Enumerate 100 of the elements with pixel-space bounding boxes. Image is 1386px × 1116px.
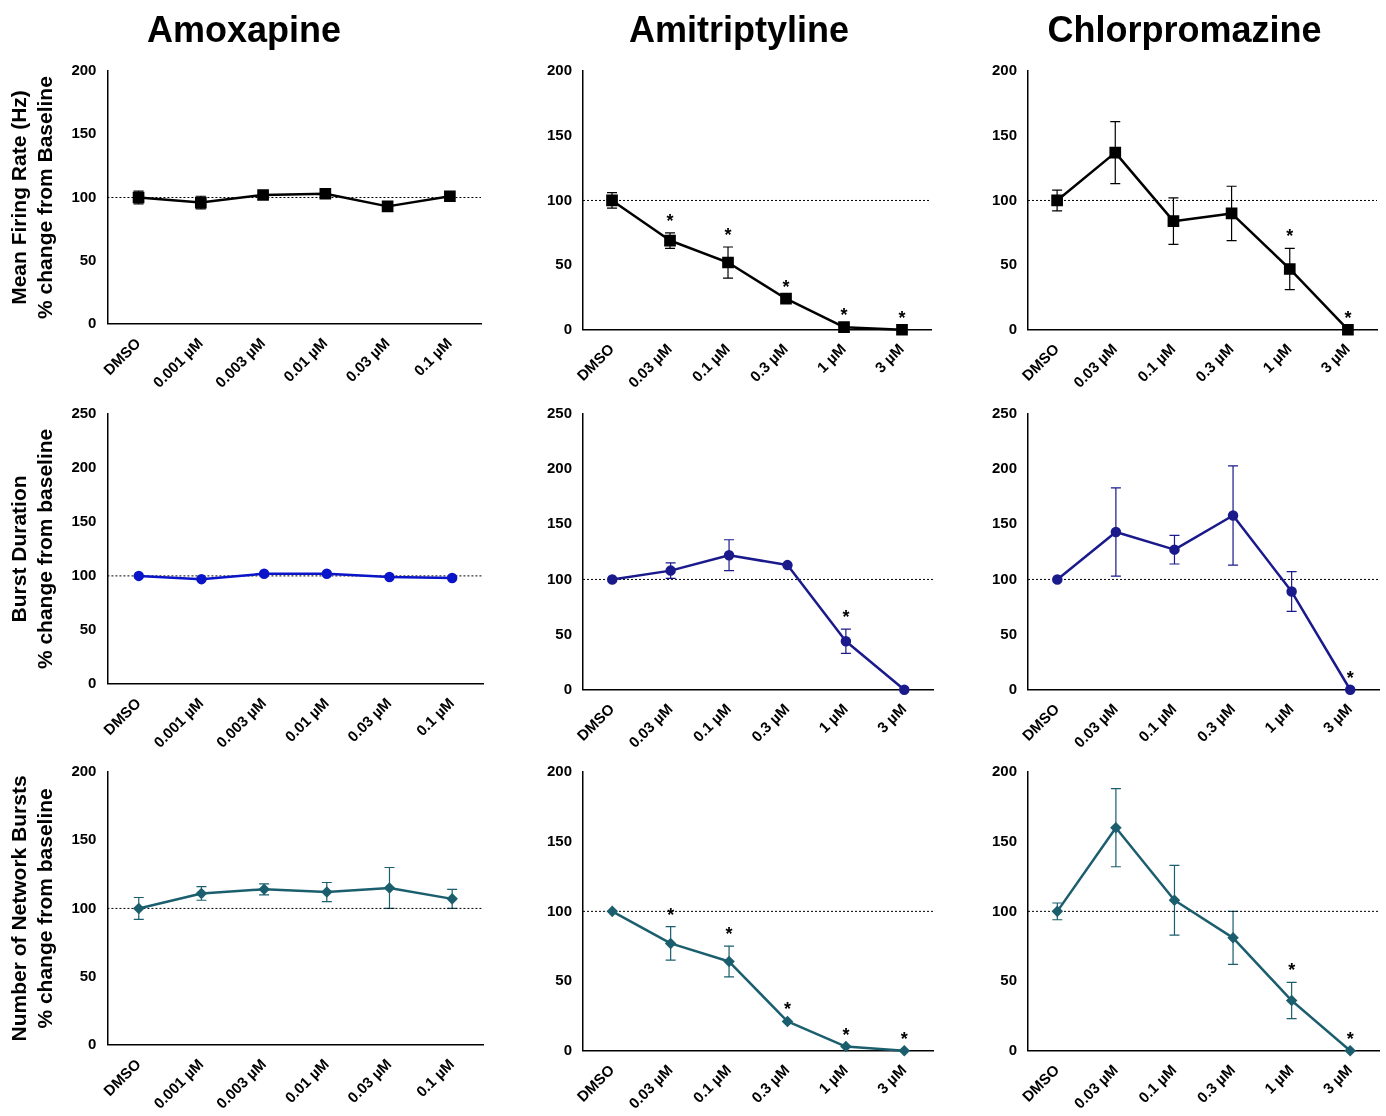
y-tick-label: 150	[71, 512, 97, 530]
point	[1109, 146, 1122, 159]
point	[665, 938, 676, 949]
point	[1051, 194, 1063, 207]
y-tick-label: 50	[555, 971, 573, 989]
annotation: *	[1346, 667, 1354, 688]
y-tick-label: 150	[71, 124, 97, 142]
chart-title: Amitriptyline	[628, 8, 850, 50]
x-tick-label: 0.1 µM	[1134, 1061, 1180, 1106]
annotation: *	[666, 210, 674, 231]
x-tick-label: 0.1 µM	[412, 1055, 458, 1100]
point	[446, 893, 458, 905]
y-tick-label: 100	[71, 566, 97, 584]
x-tick-label: 0.3 µM	[1193, 700, 1239, 745]
point	[444, 190, 456, 203]
y-tick-label: 0	[88, 673, 97, 691]
x-tick-label: 0.03 µM	[1070, 1061, 1121, 1112]
x-tick-label: 1 µM	[815, 1061, 851, 1097]
point	[319, 187, 332, 200]
y-tick-label: 50	[1000, 255, 1018, 273]
point	[782, 559, 793, 571]
y-tick-label: 100	[547, 569, 573, 587]
x-tick-label: 3 µM	[1319, 1061, 1356, 1097]
x-tick-label: 0.03 µM	[625, 700, 676, 751]
point	[899, 684, 910, 695]
x-tick-label: 0.03 µM	[624, 340, 676, 391]
x-tick-label: 3 µM	[873, 700, 910, 736]
x-tick-label: 3 µM	[1319, 700, 1356, 736]
x-tick-label: 0.03 µM	[342, 334, 393, 385]
x-tick-label: 0.3 µM	[1191, 340, 1237, 385]
annotation: *	[1286, 226, 1294, 247]
x-tick-label: 0.03 µM	[343, 694, 395, 745]
y-tick-label: 0	[563, 1040, 573, 1058]
annotation: *	[900, 1028, 908, 1049]
x-tick-label: 0.1 µM	[689, 700, 735, 745]
y-tick-label: 50	[79, 250, 97, 268]
point	[133, 903, 145, 914]
y-tick-label: 150	[71, 830, 97, 848]
y-tick-label: 200	[547, 61, 573, 79]
x-tick-label: 0.1 µM	[410, 334, 455, 379]
point	[1344, 1045, 1356, 1056]
y-tick-label: 100	[547, 190, 573, 208]
y-tick-label: 50	[1000, 624, 1018, 642]
x-tick-label: 0.3 µM	[747, 700, 793, 745]
point	[257, 189, 269, 201]
annotation: *	[1288, 960, 1296, 981]
x-tick-label: 0.3 µM	[747, 1061, 793, 1106]
chart-title: Chlorpromazine	[1047, 8, 1322, 50]
annotation: *	[725, 924, 733, 945]
x-tick-label: 0.03 µM	[1070, 700, 1121, 751]
y-tick-label: 100	[992, 901, 1018, 919]
point	[1052, 906, 1063, 917]
annotation: *	[898, 307, 906, 328]
y-tick-label: 200	[992, 459, 1018, 477]
point	[1110, 822, 1122, 833]
point	[840, 635, 852, 647]
point	[840, 1041, 852, 1052]
x-tick-label: 0.3 µM	[746, 340, 792, 385]
x-tick-label: 3 µM	[873, 1061, 910, 1097]
y-tick-label: 0	[88, 1034, 97, 1052]
point	[321, 886, 333, 898]
y-tick-label: 50	[555, 255, 573, 273]
y-tick-label: 100	[71, 187, 97, 205]
point	[1052, 574, 1063, 585]
point	[899, 1045, 910, 1056]
y-tick-label: 50	[79, 966, 97, 984]
x-tick-label: 0.1 µM	[688, 340, 734, 385]
point	[384, 882, 395, 894]
y-axis-title: Burst Duration % change from baseline	[7, 428, 56, 670]
x-tick-label: 0.3 µM	[1193, 1061, 1239, 1106]
point	[896, 323, 908, 336]
point	[381, 200, 394, 213]
point	[1283, 263, 1296, 275]
y-tick-label: 50	[79, 620, 97, 638]
annotation: *	[840, 305, 848, 326]
point	[606, 906, 618, 917]
y-tick-label: 100	[992, 190, 1018, 208]
point	[1227, 510, 1239, 521]
y-tick-label: 0	[1008, 319, 1018, 337]
y-tick-label: 100	[71, 898, 97, 916]
y-tick-label: 150	[992, 125, 1018, 143]
chart-title: Amoxapine	[146, 8, 342, 50]
annotation: *	[842, 607, 850, 628]
point	[782, 1016, 793, 1027]
y-tick-label: 150	[992, 514, 1018, 532]
x-tick-label: 1 µM	[1258, 340, 1295, 376]
y-tick-label: 150	[992, 831, 1018, 849]
point	[723, 549, 735, 561]
annotation: *	[1344, 307, 1352, 328]
x-tick-label: 0.01 µM	[281, 1055, 332, 1106]
y-tick-label: 0	[563, 319, 573, 337]
point	[1286, 995, 1297, 1006]
annotation: *	[667, 904, 675, 925]
y-axis-title: Number of Network Bursts % change from baseline	[7, 775, 56, 1042]
point	[780, 292, 792, 305]
y-tick-label: 250	[992, 404, 1018, 422]
point	[722, 256, 734, 269]
annotation: *	[842, 1024, 850, 1045]
y-tick-label: 50	[555, 624, 573, 642]
point	[1227, 932, 1239, 944]
